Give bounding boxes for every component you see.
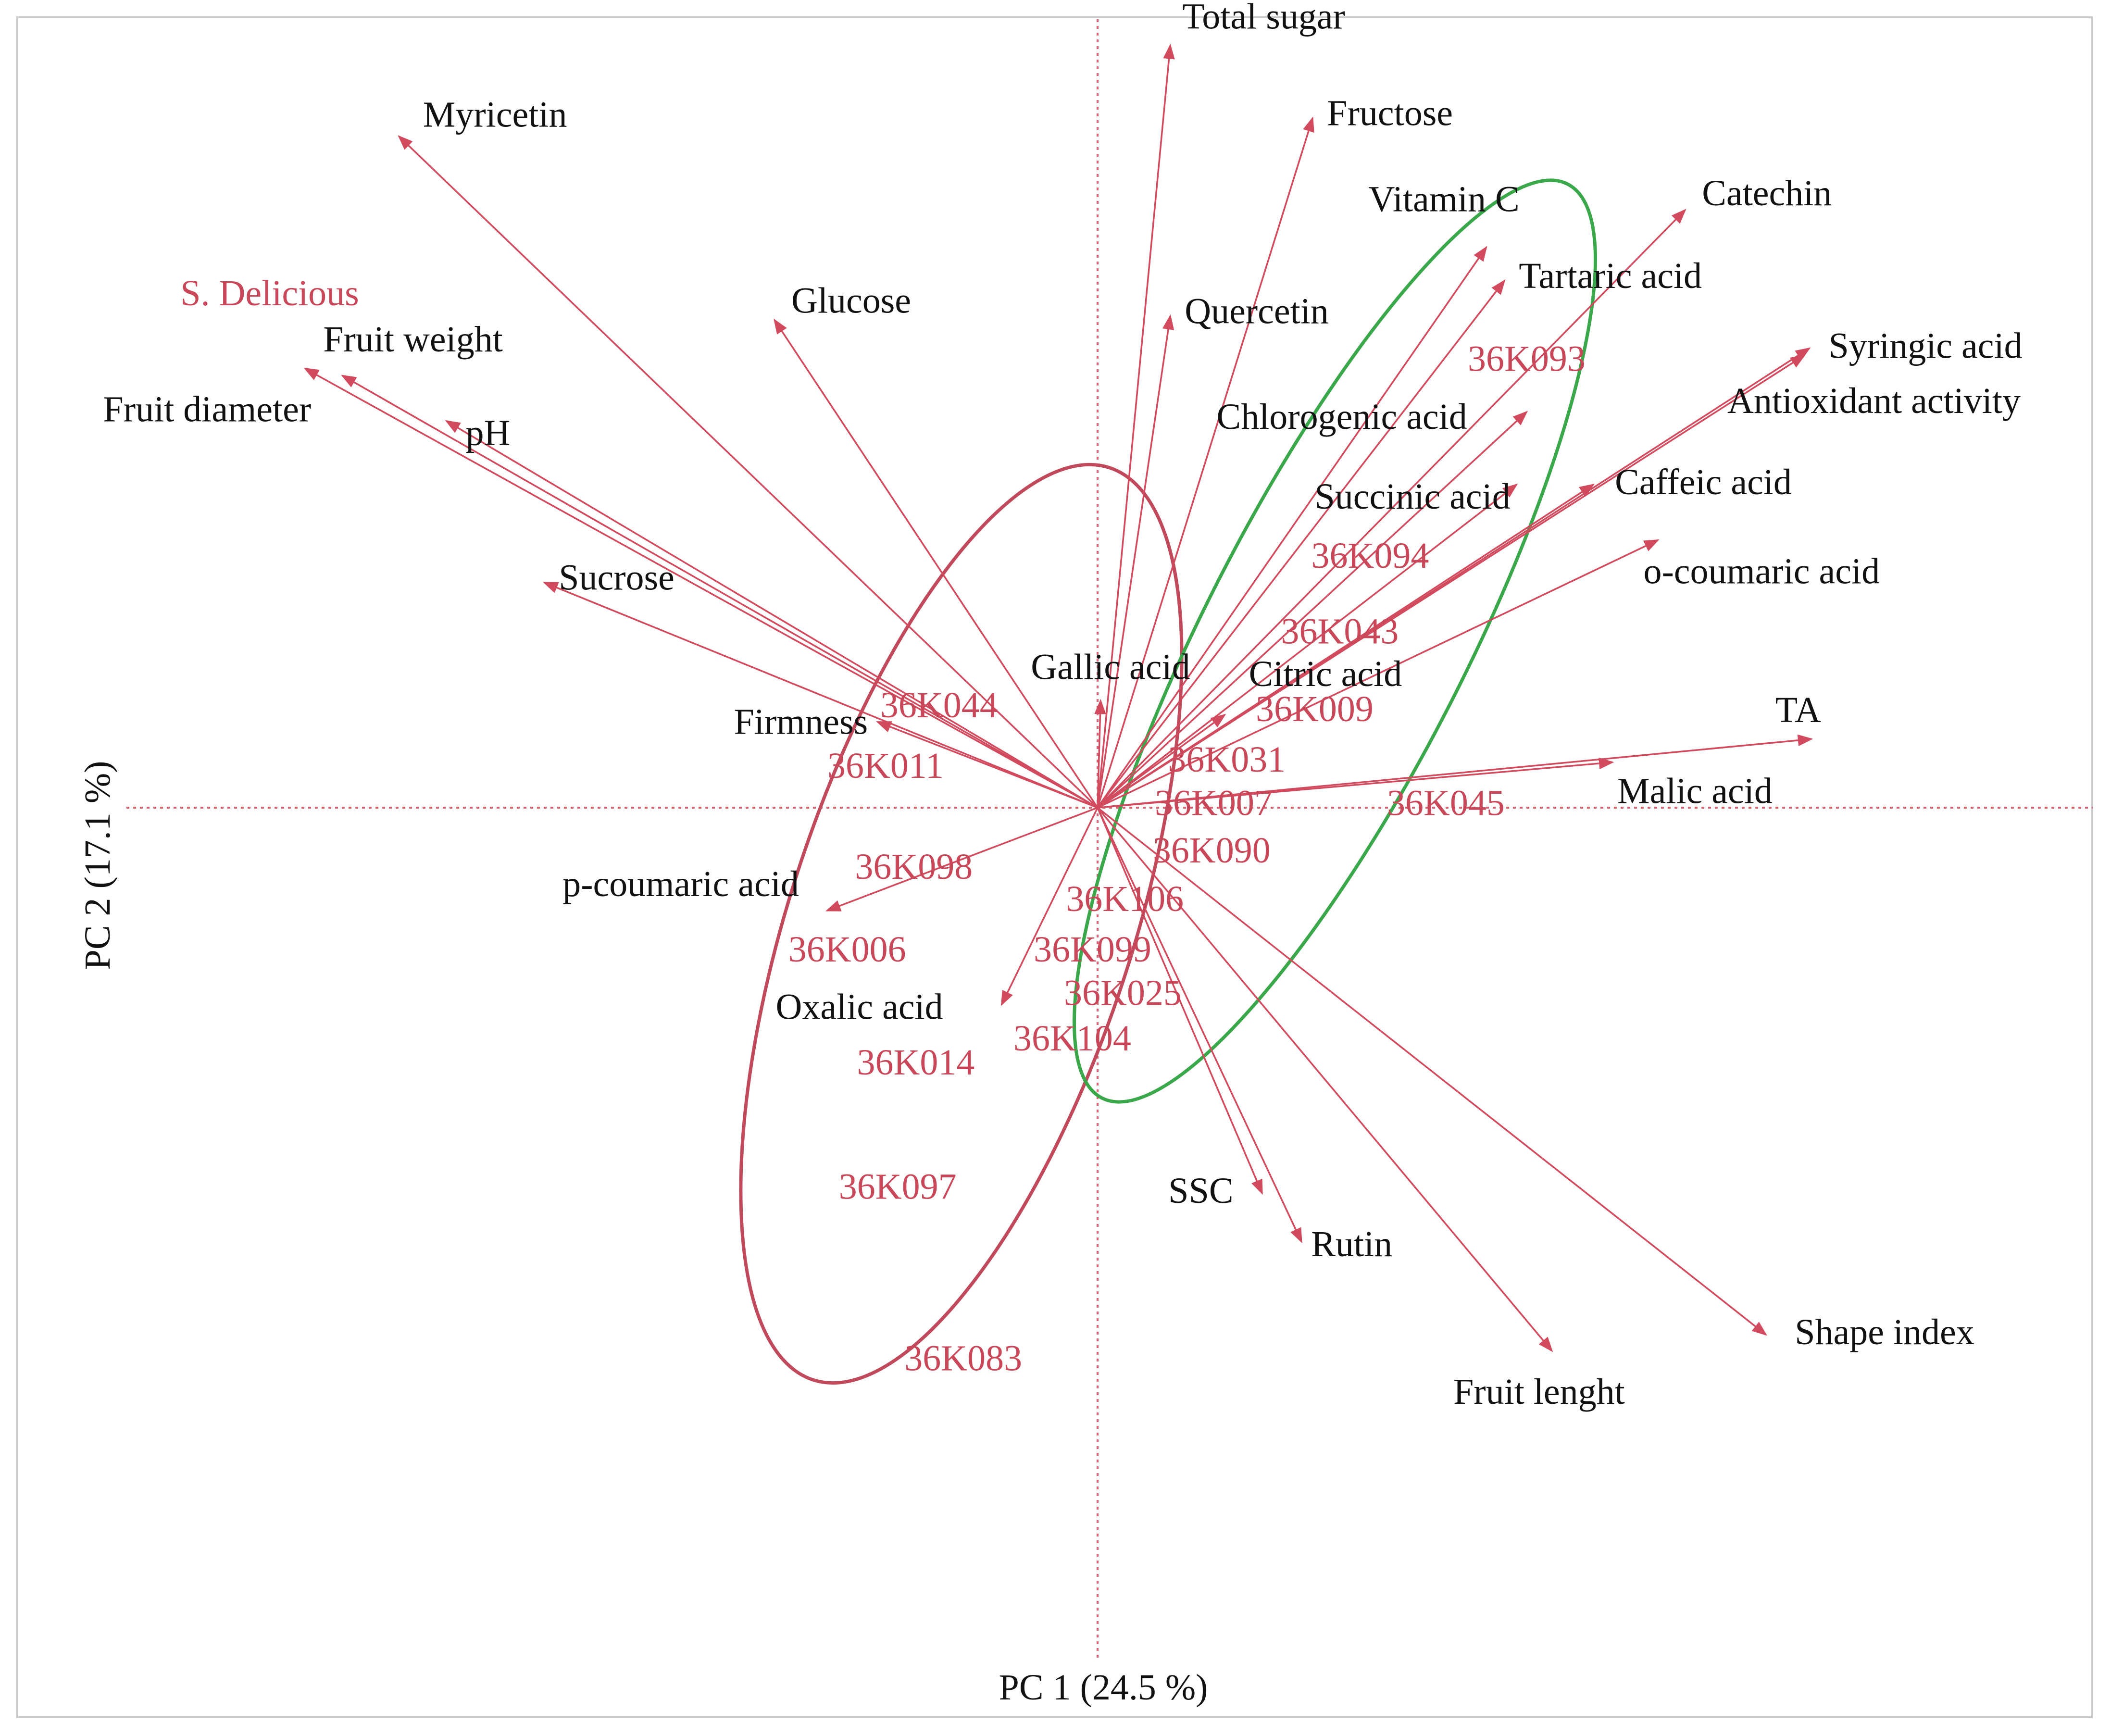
label-catechin: Catechin	[1702, 173, 1832, 213]
confidence-ellipse-2	[1073, 178, 1597, 1104]
label-oxalic-acid: Oxalic acid	[776, 987, 943, 1027]
observation-36k093: 36K093	[1468, 339, 1586, 379]
arrow-chlorogenic-acid	[1097, 411, 1528, 809]
loading-arrows	[303, 44, 1813, 1352]
arrow-malic-acid	[1097, 757, 1614, 809]
observation-36k106: 36K106	[1066, 879, 1184, 919]
arrow-ph	[445, 420, 1098, 809]
observation-36k025: 36K025	[1064, 973, 1182, 1013]
label-myricetin: Myricetin	[423, 95, 567, 135]
observation-36k031: 36K031	[1168, 739, 1286, 780]
arrow-myricetin	[398, 135, 1099, 809]
observation-36k097: 36K097	[839, 1167, 957, 1207]
label-gallic-acid: Gallic acid	[1031, 647, 1190, 687]
label-citric-acid: Citric acid	[1249, 654, 1402, 694]
label-syringic-acid: Syringic acid	[1829, 326, 2023, 366]
observation-36k045: 36K045	[1387, 783, 1505, 824]
arrow-firmness	[875, 721, 1098, 809]
observation-36k104: 36K104	[1013, 1018, 1131, 1059]
label-vitamin-c: Vitamin C	[1369, 179, 1520, 220]
ellipse-layer	[739, 178, 1597, 1385]
observation-labels: S. Delicious 36K093 36K094 36K043 36K009 36K0…	[180, 273, 1586, 1379]
label-firmness: Firmness	[734, 702, 868, 742]
x-axis-title: PC 1 (24.5 %)	[999, 1667, 1208, 1708]
variable-labels: Myricetin Fruit weight Fruit diameter pH Glu…	[103, 0, 2023, 1412]
label-fructose: Fructose	[1327, 93, 1453, 134]
observation-36k083: 36K083	[904, 1338, 1022, 1379]
observation-36k099: 36K099	[1034, 929, 1151, 970]
label-quercetin: Quercetin	[1185, 291, 1329, 331]
arrow-glucose	[774, 318, 1099, 808]
arrow-fruit-weight	[341, 375, 1098, 809]
label-o-coumaric-acid: o-coumaric acid	[1644, 551, 1880, 592]
observation-36k090: 36K090	[1153, 830, 1271, 871]
label-caffeic-acid: Caffeic acid	[1615, 462, 1792, 502]
arrow-shape-index	[1097, 807, 1767, 1336]
arrow-ssc	[1097, 807, 1263, 1195]
arrow-vitamin-c	[1097, 246, 1487, 808]
arrow-succinic-acid	[1097, 483, 1518, 809]
arrow-tartaric-acid	[1097, 279, 1506, 809]
label-total-sugar: Total sugar	[1182, 0, 1345, 37]
label-fruit-weight: Fruit weight	[323, 319, 503, 360]
label-ph: pH	[466, 413, 511, 453]
label-shape-index: Shape index	[1795, 1312, 1974, 1352]
observation-36k007: 36K007	[1155, 783, 1273, 824]
arrow-p-coumaric-acid	[825, 807, 1098, 912]
label-antioxidant-activity: Antioxidant activity	[1727, 381, 2021, 421]
label-glucose: Glucose	[791, 281, 911, 321]
observation-s-delicious: S. Delicious	[180, 273, 359, 313]
y-axis-title: PC 2 (17.1 %)	[77, 761, 118, 970]
label-ta: TA	[1775, 690, 1821, 730]
label-fruit-lenght: Fruit lenght	[1453, 1372, 1625, 1412]
arrow-rutin	[1097, 807, 1302, 1244]
label-rutin: Rutin	[1311, 1224, 1392, 1264]
arrow-quercetin	[1097, 314, 1174, 808]
observation-36k044: 36K044	[880, 685, 998, 725]
arrow-catechin	[1097, 209, 1686, 809]
arrow-ta	[1097, 734, 1813, 809]
label-succinic-acid: Succinic acid	[1315, 476, 1511, 517]
arrow-fruit-lenght	[1097, 807, 1553, 1352]
label-ssc: SSC	[1168, 1171, 1233, 1211]
observation-36k006: 36K006	[788, 929, 906, 970]
arrow-caffeic-acid	[1097, 484, 1595, 809]
arrow-o-coumaric-acid	[1097, 539, 1660, 809]
arrow-total-sugar	[1097, 44, 1175, 808]
figure-frame	[16, 16, 2093, 1718]
observation-36k011: 36K011	[827, 746, 944, 786]
label-chlorogenic-acid: Chlorogenic acid	[1217, 397, 1467, 437]
observation-36k014: 36K014	[857, 1042, 975, 1083]
arrow-fructose	[1097, 116, 1314, 808]
label-sucrose: Sucrose	[559, 558, 675, 598]
label-malic-acid: Malic acid	[1617, 771, 1773, 812]
arrow-citric-acid	[1097, 713, 1226, 809]
label-fruit-diameter: Fruit diameter	[103, 389, 312, 430]
label-p-coumaric-acid: p-coumaric acid	[562, 864, 799, 904]
arrow-oxalic-acid	[1000, 807, 1099, 1006]
axes-layer	[126, 19, 2093, 1659]
arrow-antioxidant-activity	[1097, 354, 1806, 809]
arrow-fruit-diameter	[303, 367, 1098, 809]
arrow-gallic-acid	[1094, 699, 1106, 808]
confidence-ellipse-1	[739, 462, 1184, 1385]
observation-36k043: 36K043	[1281, 612, 1399, 652]
observation-36k098: 36K098	[855, 847, 973, 887]
arrow-sucrose	[542, 582, 1098, 809]
label-tartaric-acid: Tartaric acid	[1519, 256, 1702, 296]
observation-36k009: 36K009	[1256, 689, 1374, 729]
observation-36k094: 36K094	[1312, 536, 1429, 576]
